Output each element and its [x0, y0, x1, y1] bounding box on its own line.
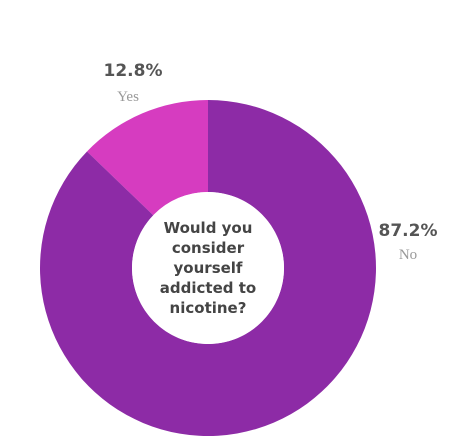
chart-title: Would you consider yourself addicted to … [159, 219, 257, 317]
value-label: 87.2% [379, 221, 438, 241]
donut-slice [86, 100, 208, 216]
donut-slice [40, 100, 377, 437]
donut-hole [132, 192, 284, 344]
value-label: 12.8% [104, 61, 163, 81]
category-label: Yes [117, 89, 139, 105]
category-label: No [399, 247, 417, 263]
